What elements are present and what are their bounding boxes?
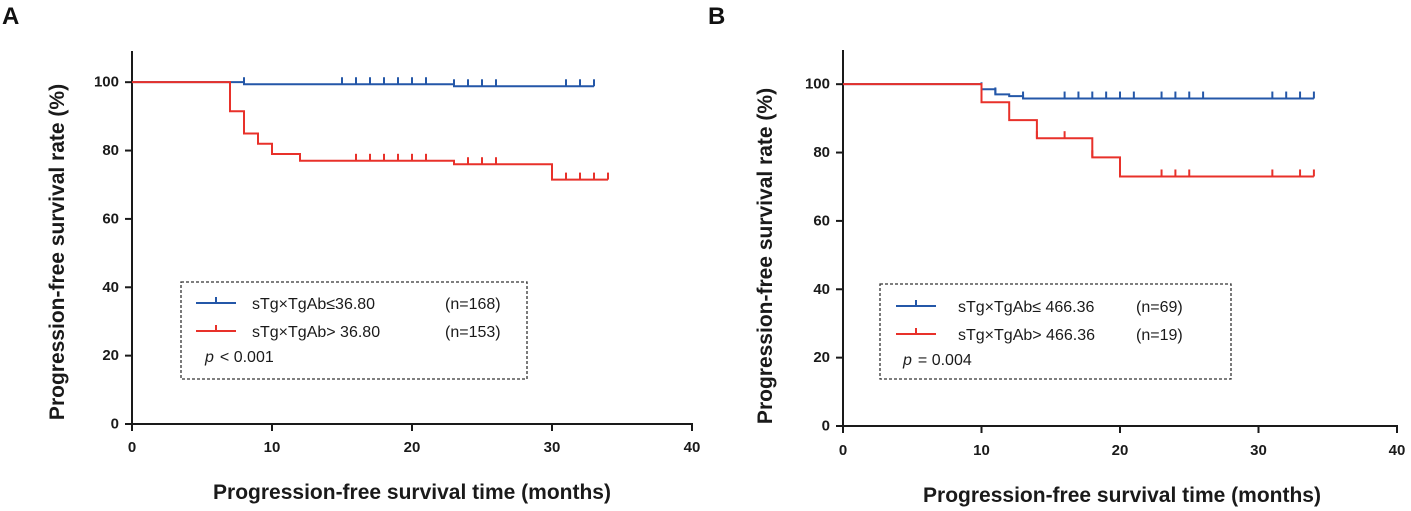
panel-a-legend-box [180, 281, 528, 380]
panel-a-x-tick-label: 0 [128, 439, 136, 456]
panel-b-y-tick-label: 20 [813, 349, 830, 366]
panel-b-legend-label: sTg×TgAb> 466.36 [958, 327, 1095, 344]
panel-b-y-axis-label: Progression-free survival rate (%) [754, 88, 777, 424]
panel-a: A Progression-free survival rate (%) Pro… [2, 3, 700, 504]
panel-a-letter: A [2, 3, 19, 30]
panel-a-legend-n: (n=168) [445, 296, 501, 313]
panel-b-curves [843, 82, 1315, 178]
panel-b-x-tick-label: 30 [1250, 442, 1267, 459]
panel-a-legend-item-1: sTg×TgAb> 36.80 (n=153) [196, 324, 501, 341]
panel-b-y-tick-label: 100 [805, 76, 830, 93]
panel-b-legend-label: sTg×TgAb≤ 466.36 [958, 299, 1095, 316]
panel-a-legend-label: sTg×TgAb≤36.80 [252, 296, 375, 313]
panel-b-p-text: = 0.004 [918, 352, 972, 369]
panel-a-x-tick-label: 40 [684, 439, 701, 456]
panel-a-x-tick-label: 20 [404, 439, 421, 456]
panel-b-legend-box [879, 283, 1232, 380]
panel-b-x-tick-label: 40 [1389, 442, 1406, 459]
panel-b-legend-item-1: sTg×TgAb> 466.36 (n=19) [896, 327, 1183, 344]
panel-b-y-tick-label: 60 [813, 212, 830, 229]
panel-a-p-text: < 0.001 [220, 349, 274, 366]
panel-a-y-tick-label: 80 [102, 142, 119, 159]
panel-a-y-tick-label: 60 [102, 210, 119, 227]
panel-a-p-symbol: p [204, 349, 214, 366]
panel-a-x-axis-label: Progression-free survival time (months) [213, 481, 611, 504]
panel-a-x-tick-label: 30 [544, 439, 561, 456]
panel-b-y-tick-label: 40 [813, 281, 830, 298]
panel-b-x-tick-label: 20 [1112, 442, 1129, 459]
panel-b-x-tick-label: 10 [973, 442, 990, 459]
panel-b-x-axis-label: Progression-free survival time (months) [923, 484, 1321, 507]
panel-a-legend-label: sTg×TgAb> 36.80 [252, 324, 380, 341]
panel-a-curves [132, 77, 609, 181]
panel-a-y-axis-label: Progression-free survival rate (%) [46, 84, 69, 420]
panel-b-legend-n: (n=69) [1136, 299, 1183, 316]
panel-b: B Progression-free survival rate (%) Pro… [708, 3, 1405, 507]
panel-b-p-value: p = 0.004 [902, 352, 972, 369]
panel-b-y-tick-label: 0 [822, 418, 830, 435]
panel-b-letter: B [708, 3, 725, 30]
panel-b-x-tick-label: 0 [839, 442, 847, 459]
panel-a-legend-n: (n=153) [445, 324, 501, 341]
panel-b-y-tick-label: 80 [813, 144, 830, 161]
panel-b-legend-n: (n=19) [1136, 327, 1183, 344]
panel-a-p-value: p < 0.001 [204, 349, 274, 366]
panel-a-x-tick-label: 10 [264, 439, 281, 456]
panel-a-series-1-curve [132, 81, 608, 181]
panel-b-legend-item-0: sTg×TgAb≤ 466.36 (n=69) [896, 299, 1183, 316]
panel-a-y-tick-label: 0 [111, 416, 119, 433]
panel-a-y-tick-label: 100 [94, 74, 119, 91]
panel-a-y-tick-label: 20 [102, 347, 119, 364]
panel-a-legend-item-0: sTg×TgAb≤36.80 (n=168) [196, 296, 501, 313]
panel-b-p-symbol: p [902, 352, 912, 369]
panel-a-y-tick-label: 40 [102, 279, 119, 296]
